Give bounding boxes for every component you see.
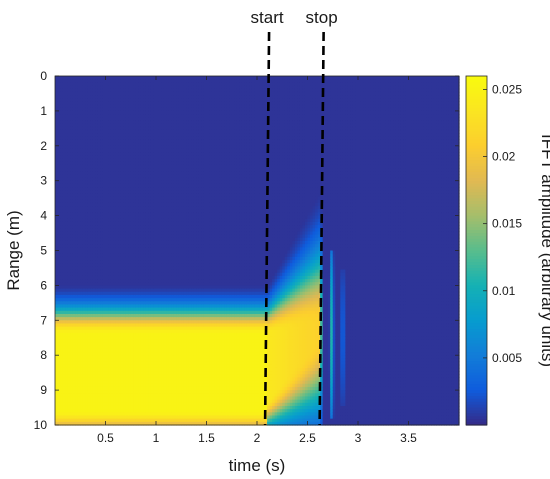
heatmap-plot-area (55, 76, 460, 426)
